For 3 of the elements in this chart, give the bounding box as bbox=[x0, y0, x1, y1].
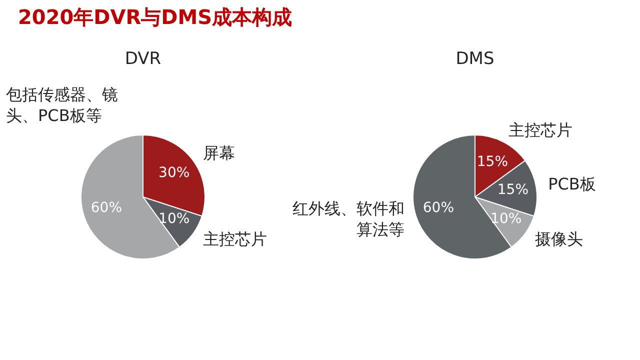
subtitle: DVR bbox=[124, 48, 162, 70]
title: 2020年DVR与DMS成本构成 bbox=[18, 4, 292, 30]
subtitle: DMS bbox=[454, 48, 496, 70]
